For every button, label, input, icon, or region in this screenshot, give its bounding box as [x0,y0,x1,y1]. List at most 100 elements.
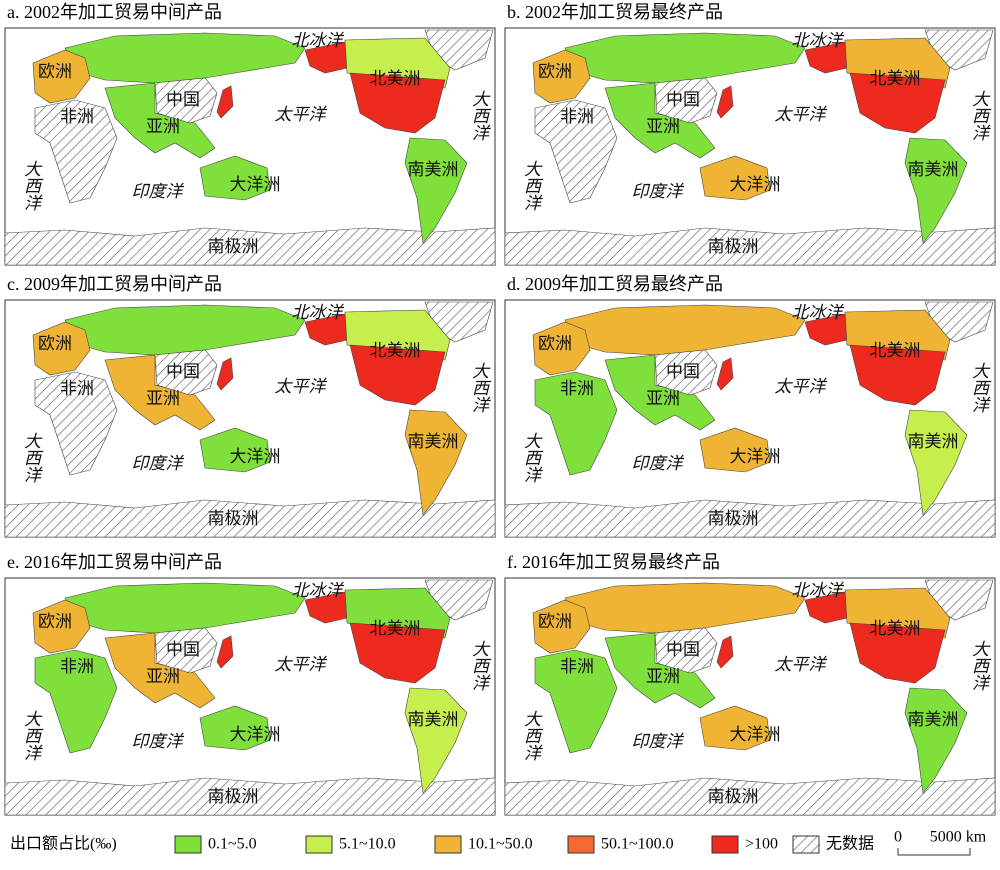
map-label: 大西洋 [469,362,489,413]
legend-swatch [567,835,595,854]
region [904,687,968,794]
map-label: 非洲 [60,657,94,676]
region [699,155,771,201]
map-label: 北冰洋 [292,303,345,322]
map-label: 北美洲 [370,619,421,638]
map-label: 北冰洋 [792,303,845,322]
legend-swatch [792,835,820,854]
region [32,321,91,376]
map-label: 中国 [166,362,200,381]
region [104,82,216,159]
region [849,72,946,134]
map-label: 南极洲 [708,787,759,806]
map-label: 大西洋 [969,90,989,141]
map-label: 北美洲 [370,341,421,360]
region [804,591,848,624]
region [699,705,771,751]
map-label: 大洋洲 [730,175,781,194]
region [304,41,348,74]
region [304,591,348,624]
map-label: 南极洲 [208,509,259,528]
region [32,599,91,654]
map-label: 南美洲 [408,432,459,451]
region [716,357,734,391]
region [716,85,734,119]
region [604,82,716,159]
map-label: 太平洋 [275,377,328,396]
legend-label: 5.1~10.0 [339,836,396,853]
map-label: 大西洋 [21,710,41,761]
panel-title: a. 2002年加工贸易中间产品 [7,2,222,22]
map-label: 南美洲 [908,710,959,729]
legend-label: 50.1~100.0 [601,836,674,853]
panel-title: e. 2016年加工贸易中间产品 [7,552,222,572]
region [534,649,618,754]
map-label: 大洋洲 [230,725,281,744]
region [534,371,618,476]
region [849,622,946,684]
region [104,354,216,431]
region [564,304,806,356]
region [404,687,468,794]
map-label: 太平洋 [275,105,328,124]
map-label: 北冰洋 [792,31,845,50]
map-label: 太平洋 [275,655,328,674]
region [304,313,348,346]
map-label: 太平洋 [775,105,828,124]
map-label: 南美洲 [408,710,459,729]
legend-swatch [174,835,202,854]
region [34,99,118,204]
legend-swatch [434,835,462,854]
region [34,371,118,476]
map-label: 欧洲 [538,612,572,631]
scale-label: 5000 km [930,829,987,846]
region [64,304,306,356]
map-label: 非洲 [560,379,594,398]
map-label: 印度洋 [132,182,185,201]
region [154,627,218,674]
map-label: 印度洋 [632,454,685,473]
panel-title: b. 2002年加工贸易最终产品 [507,2,723,22]
legend-label: 无数据 [826,835,874,853]
region [804,313,848,346]
map-label: 印度洋 [132,454,185,473]
map-label: 南极洲 [708,237,759,256]
map-label: 中国 [666,362,700,381]
region [504,227,996,266]
map-label: 印度洋 [632,182,685,201]
map-label: 中国 [666,640,700,659]
map-label: 印度洋 [132,732,185,751]
map-label: 大西洋 [521,432,541,483]
map-label: 欧洲 [38,62,72,81]
map-label: 大西洋 [969,362,989,413]
region [504,499,996,538]
map-label: 南美洲 [908,432,959,451]
region [154,77,218,124]
region [904,137,968,244]
region [199,427,271,473]
map-label: 欧洲 [38,334,72,353]
region [32,49,91,104]
region [532,599,591,654]
region [216,85,234,119]
map-label: 欧洲 [538,334,572,353]
map-label: 大洋洲 [730,447,781,466]
map-label: 亚洲 [646,667,680,686]
map-label: 太平洋 [775,377,828,396]
region [4,227,496,266]
region [34,649,118,754]
map-label: 北美洲 [370,69,421,88]
region [216,635,234,669]
map-label: 大西洋 [469,640,489,691]
map-label: 大西洋 [469,90,489,141]
panel-title: d. 2009年加工贸易最终产品 [507,274,723,294]
legend-swatch [711,835,739,854]
region [64,582,306,634]
map-label: 中国 [666,90,700,109]
legend-label: 0.1~5.0 [208,836,257,853]
scale-label: 0 [894,829,902,846]
map-label: 北冰洋 [292,581,345,600]
map-label: 印度洋 [632,732,685,751]
